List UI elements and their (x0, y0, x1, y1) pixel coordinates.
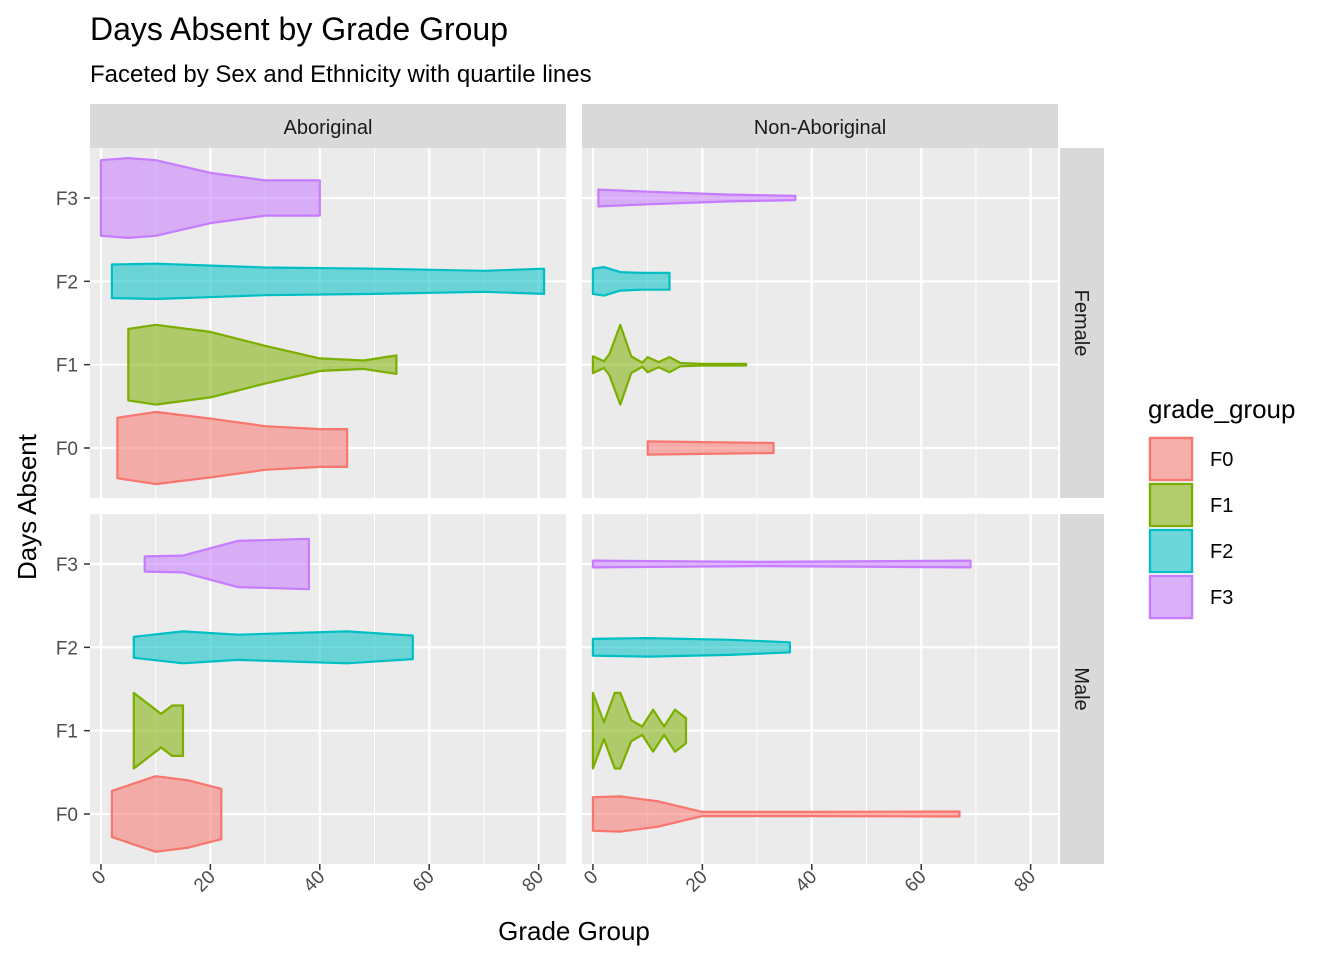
violins-non-aboriginal-female (591, 188, 797, 456)
violins-non-aboriginal-male (591, 559, 972, 833)
x-tick-label: 60 (409, 867, 439, 897)
violin-f1 (127, 323, 398, 406)
strip-label-male: Male (1070, 667, 1092, 710)
strip-background (582, 104, 1058, 148)
legend-title: grade_group (1148, 394, 1295, 424)
x-tick-label: 60 (901, 867, 931, 897)
y-axis-title: Days Absent (12, 433, 42, 580)
facet-panels (90, 148, 1058, 864)
strip-label-non-aboriginal: Non-Aboriginal (754, 117, 886, 139)
y-tick-label: F1 (56, 722, 78, 743)
violin-f0 (110, 775, 223, 853)
violin-f1 (591, 691, 688, 770)
x-tick-label: 0 (88, 867, 110, 889)
violin-f3 (143, 537, 310, 591)
y-tick-label: F3 (56, 555, 78, 576)
violin-f1 (132, 691, 185, 770)
strip-label-aboriginal: Aboriginal (284, 117, 373, 139)
violin-f3 (99, 157, 321, 239)
y-tick-label: F2 (56, 638, 78, 659)
legend-swatch (1148, 436, 1194, 482)
violin-f3 (597, 188, 797, 208)
x-tick-label: 80 (518, 867, 548, 897)
legend-swatch (1148, 528, 1194, 574)
violins-aboriginal-male (110, 537, 414, 853)
chart-subtitle: Faceted by Sex and Ethnicity with quarti… (90, 61, 592, 88)
strip-label-female: Female (1070, 290, 1092, 357)
violin-f2 (591, 266, 671, 297)
x-tick-label: 20 (682, 867, 712, 897)
x-tick-label: 0 (580, 867, 602, 889)
x-tick-label: 40 (792, 867, 822, 897)
legend-item-f3: F3 (1148, 574, 1233, 620)
x-tick-label: 80 (1010, 867, 1040, 897)
legend-label: F3 (1210, 587, 1233, 609)
legend-swatch (1148, 574, 1194, 620)
legend-item-f1: F1 (1148, 482, 1233, 528)
x-axis-title: Grade Group (498, 916, 650, 946)
facet-strips: Aboriginal Non-Aboriginal Female Male (90, 104, 1104, 864)
y-tick-label: F2 (56, 272, 78, 293)
chart-title: Days Absent by Grade Group (90, 11, 508, 47)
panel-non-aboriginal-female (582, 148, 1058, 498)
legend-item-f0: F0 (1148, 436, 1233, 482)
legend-item-f2: F2 (1148, 528, 1233, 574)
legend: grade_group F0 F1 F2 F3 (1148, 394, 1295, 620)
strip-background (1060, 514, 1104, 864)
violin-f0 (591, 795, 961, 833)
strip-background (90, 104, 566, 148)
y-tick-label: F0 (56, 439, 78, 460)
violin-f1 (591, 323, 748, 406)
legend-label: F0 (1210, 449, 1233, 471)
legend-label: F2 (1210, 541, 1233, 563)
violin-f2 (591, 637, 791, 658)
strip-background (1060, 148, 1104, 498)
x-tick-label: 20 (190, 867, 220, 897)
violin-f3 (591, 559, 972, 569)
violin-f2 (132, 630, 414, 665)
legend-swatch (1148, 482, 1194, 528)
y-tick-label: F3 (56, 189, 78, 210)
y-tick-label: F1 (56, 356, 78, 377)
y-tick-label: F0 (56, 805, 78, 826)
violins-aboriginal-female (99, 157, 546, 486)
violin-f2 (110, 262, 546, 301)
panel-background (582, 148, 1058, 498)
violin-f0 (646, 440, 775, 456)
x-tick-label: 40 (300, 867, 330, 897)
legend-label: F1 (1210, 495, 1233, 517)
violin-f0 (116, 410, 349, 486)
